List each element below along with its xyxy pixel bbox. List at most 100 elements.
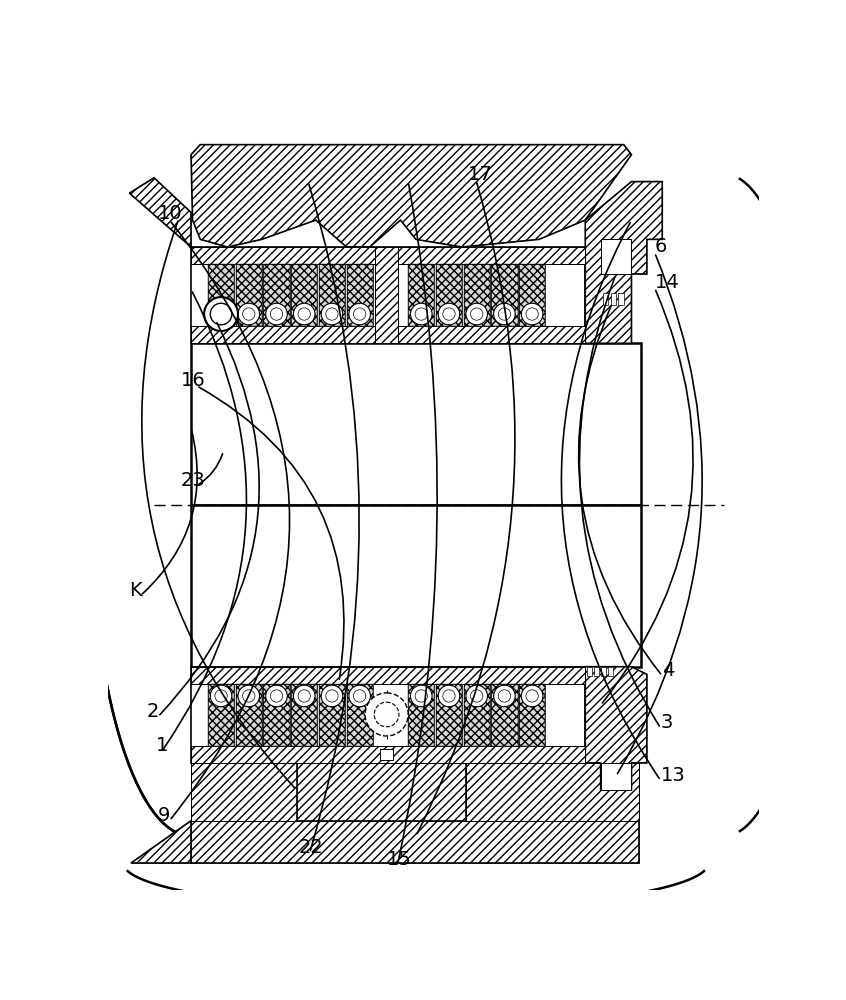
Bar	[319, 264, 345, 326]
Bar	[263, 684, 289, 746]
Circle shape	[294, 685, 315, 707]
Bar	[492, 264, 518, 326]
Circle shape	[321, 303, 343, 325]
Bar	[466, 763, 640, 821]
Text: 9: 9	[158, 806, 170, 825]
Circle shape	[238, 303, 260, 325]
Bar	[603, 293, 608, 305]
Bar	[191, 247, 585, 264]
Polygon shape	[131, 821, 191, 863]
Circle shape	[410, 685, 432, 707]
Bar	[436, 264, 462, 326]
Circle shape	[438, 685, 459, 707]
Circle shape	[211, 685, 232, 707]
Bar	[263, 264, 289, 326]
Circle shape	[442, 308, 455, 320]
Circle shape	[521, 685, 543, 707]
Bar	[492, 684, 518, 746]
Bar	[601, 667, 606, 676]
Bar	[319, 264, 345, 326]
Text: 16: 16	[181, 371, 206, 390]
Circle shape	[438, 303, 459, 325]
Circle shape	[470, 308, 483, 320]
Circle shape	[266, 303, 288, 325]
Circle shape	[442, 690, 455, 702]
Bar	[464, 684, 490, 746]
Text: 17: 17	[468, 165, 493, 184]
Text: 13: 13	[661, 766, 685, 785]
Circle shape	[466, 303, 487, 325]
Text: 23: 23	[181, 471, 206, 490]
Bar	[519, 264, 545, 326]
Bar	[191, 763, 296, 821]
Bar	[408, 684, 434, 746]
Text: 3: 3	[661, 713, 673, 732]
Bar	[191, 667, 585, 684]
Circle shape	[266, 685, 288, 707]
Bar	[347, 684, 373, 746]
Bar	[587, 667, 592, 676]
Bar	[191, 821, 640, 863]
Bar	[347, 264, 373, 326]
Circle shape	[410, 303, 432, 325]
Bar	[291, 684, 317, 746]
Circle shape	[298, 308, 310, 320]
Text: K: K	[129, 581, 142, 600]
Bar	[408, 264, 434, 326]
Bar	[191, 326, 585, 343]
Bar	[601, 239, 631, 274]
Bar	[191, 763, 296, 821]
Bar	[191, 326, 585, 343]
Text: 22: 22	[299, 838, 323, 857]
Bar	[436, 684, 462, 746]
Circle shape	[204, 297, 238, 331]
Circle shape	[326, 308, 338, 320]
Bar	[208, 264, 234, 326]
Circle shape	[354, 308, 365, 320]
Bar	[191, 746, 585, 763]
Bar	[607, 667, 613, 676]
Bar	[347, 264, 373, 326]
Circle shape	[349, 685, 371, 707]
Bar	[291, 684, 317, 746]
Text: 14: 14	[655, 273, 679, 292]
Bar	[492, 684, 518, 746]
Circle shape	[415, 690, 427, 702]
Bar	[594, 667, 599, 676]
Bar	[191, 247, 585, 264]
Circle shape	[294, 303, 315, 325]
Circle shape	[526, 690, 538, 702]
Bar	[618, 293, 624, 305]
Circle shape	[493, 685, 515, 707]
Bar	[519, 684, 545, 746]
Bar	[375, 247, 398, 343]
Text: 15: 15	[387, 850, 411, 869]
Bar	[492, 264, 518, 326]
Circle shape	[493, 303, 515, 325]
Bar	[208, 264, 234, 326]
Bar	[191, 505, 640, 667]
Circle shape	[526, 308, 538, 320]
Bar	[611, 293, 616, 305]
Polygon shape	[191, 145, 631, 247]
Bar	[464, 264, 490, 326]
Circle shape	[211, 303, 232, 325]
Circle shape	[271, 308, 283, 320]
Bar	[291, 264, 317, 326]
Circle shape	[365, 693, 408, 736]
Bar	[347, 684, 373, 746]
Circle shape	[349, 303, 371, 325]
Polygon shape	[585, 182, 662, 343]
Text: 4: 4	[662, 661, 674, 680]
Circle shape	[215, 690, 228, 702]
Polygon shape	[129, 178, 191, 247]
Circle shape	[238, 685, 260, 707]
Bar	[408, 264, 434, 326]
Bar	[408, 684, 434, 746]
Bar	[381, 749, 393, 760]
Bar	[601, 763, 631, 790]
Circle shape	[243, 308, 255, 320]
Bar	[191, 667, 585, 684]
Bar	[236, 264, 262, 326]
Circle shape	[354, 690, 365, 702]
